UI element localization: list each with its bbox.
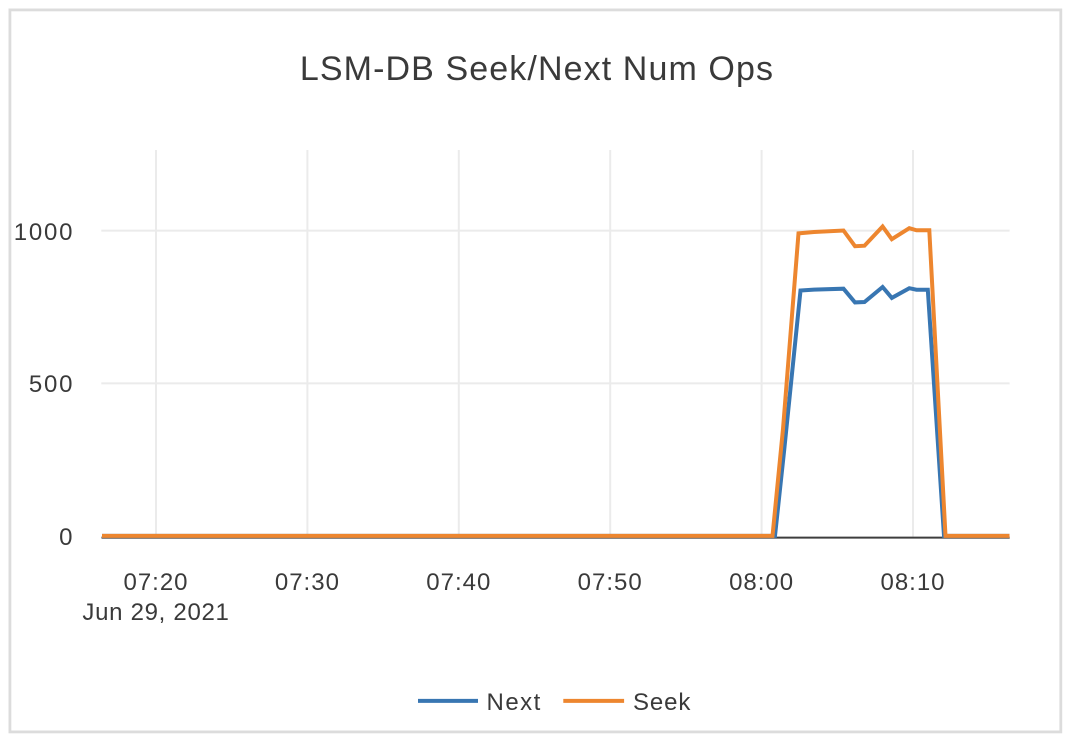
svg-text:07:30: 07:30 [275, 569, 340, 596]
svg-text:1000: 1000 [14, 219, 75, 246]
svg-text:Jun 29, 2021: Jun 29, 2021 [82, 599, 229, 626]
svg-text:08:00: 08:00 [729, 569, 794, 596]
svg-text:08:10: 08:10 [880, 569, 945, 596]
svg-text:07:50: 07:50 [578, 569, 643, 596]
svg-text:Seek: Seek [633, 689, 691, 716]
svg-text:07:40: 07:40 [426, 569, 491, 596]
svg-text:0: 0 [59, 524, 74, 551]
svg-text:Next: Next [487, 689, 542, 716]
svg-text:500: 500 [29, 371, 74, 398]
svg-text:07:20: 07:20 [123, 569, 188, 596]
svg-text:LSM-DB Seek/Next Num Ops: LSM-DB Seek/Next Num Ops [300, 50, 774, 88]
